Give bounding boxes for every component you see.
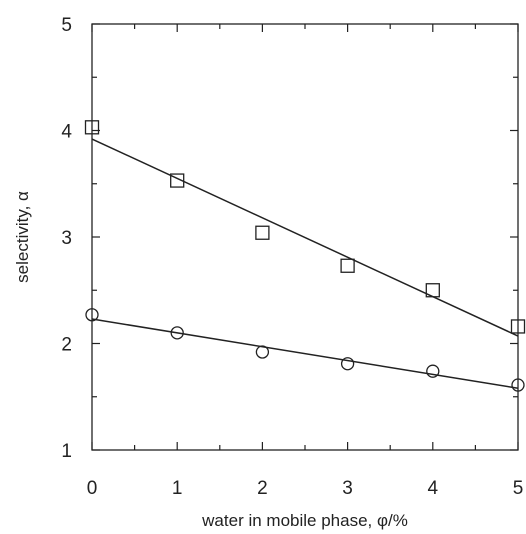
circle-marker [170, 326, 184, 340]
y-tick-label: 3 [61, 228, 72, 249]
fit-lines [91, 138, 519, 389]
y-tick-label: 5 [61, 15, 72, 36]
x-tick-label: 3 [342, 478, 353, 499]
x-tick-label: 5 [513, 478, 524, 499]
ticks [91, 23, 519, 451]
x-tick-label: 0 [87, 478, 98, 499]
x-axis-label: water in mobile phase, φ/% [201, 511, 408, 530]
circle-marker [85, 308, 99, 322]
x-tick-label: 4 [428, 478, 439, 499]
markers [84, 120, 526, 392]
fit-line-1 [91, 138, 519, 337]
square-marker [425, 283, 440, 298]
y-tick-label: 4 [61, 122, 72, 143]
y-tick-label: 1 [61, 441, 72, 462]
circle-marker [255, 345, 270, 359]
square-marker [510, 319, 526, 334]
square-marker [255, 225, 270, 240]
fit-line-2 [91, 318, 519, 389]
square-marker [84, 120, 100, 135]
x-tick-label: 1 [172, 478, 183, 499]
y-tick-label: 2 [61, 335, 72, 356]
circle-marker [340, 357, 355, 371]
y-axis-label: selectivity, α [13, 191, 32, 283]
circle-marker [426, 364, 440, 378]
square-marker [170, 173, 185, 188]
x-tick-label: 2 [257, 478, 268, 499]
square-marker [340, 258, 355, 273]
circle-marker [511, 378, 525, 392]
